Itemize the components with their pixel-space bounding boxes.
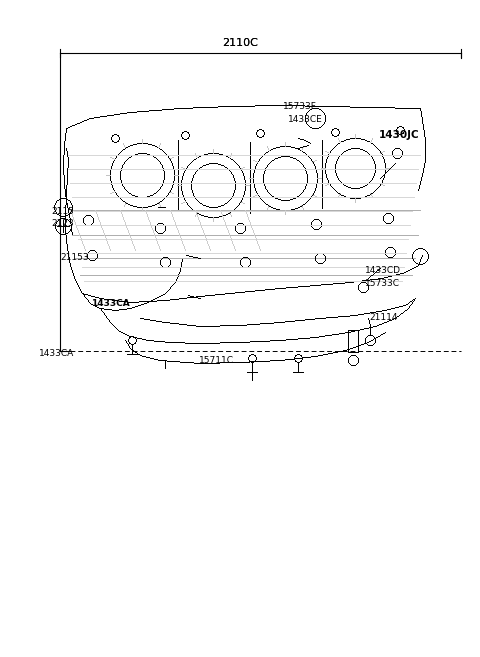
Text: 1433CE: 1433CE [288,115,323,124]
Text: 2110C: 2110C [222,37,258,48]
Text: 21114: 21114 [370,313,398,323]
Text: 2115: 2115 [51,207,74,216]
Text: 15733F: 15733F [283,102,317,111]
Text: 1430JC: 1430JC [379,129,420,140]
Text: 2110C: 2110C [222,37,258,48]
Text: 1433CD: 1433CD [365,266,401,275]
Text: 21153: 21153 [60,253,89,262]
Text: 2123: 2123 [52,219,74,228]
Text: 1433CA: 1433CA [39,349,74,358]
Text: 1433CA: 1433CA [91,299,130,308]
Text: 15711C: 15711C [199,355,233,365]
Text: 15733C: 15733C [365,279,400,288]
